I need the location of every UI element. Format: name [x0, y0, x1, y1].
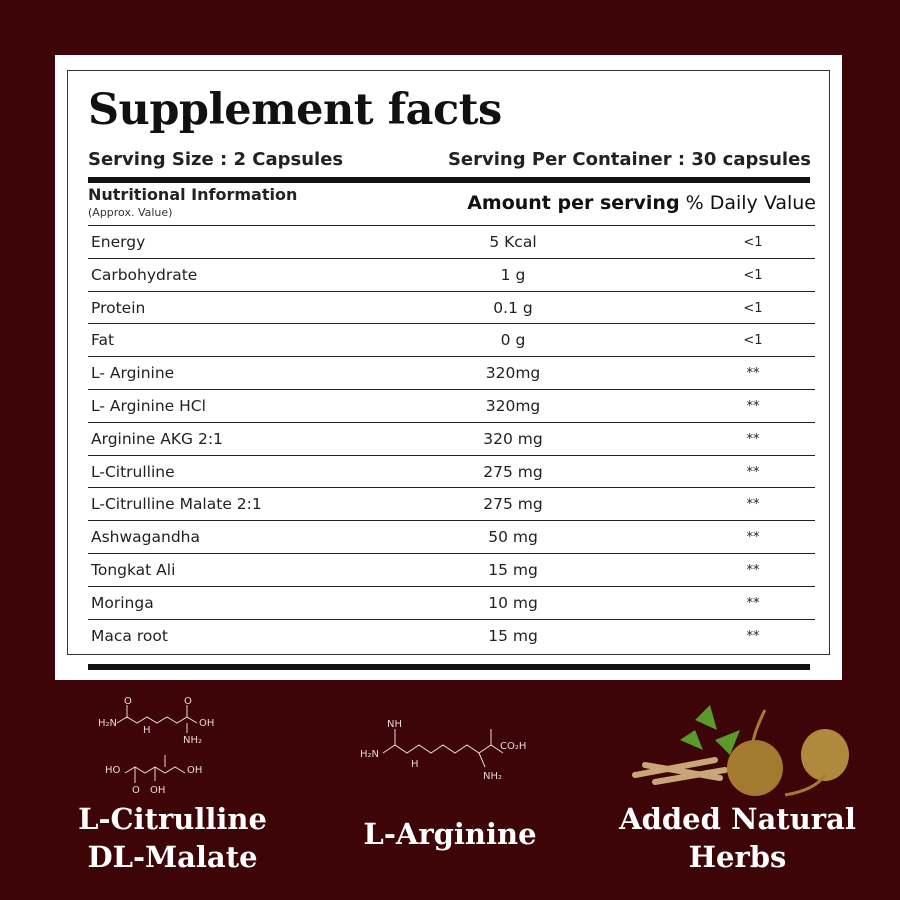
nutrient-dv: ** — [746, 595, 760, 611]
feature-citrulline-malate: L-Citrulline DL-Malate — [60, 800, 285, 876]
nutrient-dv: ** — [746, 562, 760, 578]
header-amount: Amount per serving — [467, 192, 680, 214]
molecule-label: O — [184, 696, 192, 707]
nutrient-table: Energy 5 Kcal <1 Carbohydrate 1 g <1 Protein… — [88, 225, 815, 652]
molecule-label: O — [124, 696, 132, 707]
nutrient-dv: <1 — [743, 235, 763, 250]
header-nutritional-info: Nutritional Information — [88, 185, 298, 204]
nutrient-amount: 320mg — [485, 364, 541, 383]
molecule-label: OH — [199, 718, 214, 729]
serving-per-container: Serving Per Container : 30 capsules — [447, 149, 811, 170]
page-title: Supplement facts — [88, 85, 502, 135]
nutrient-amount: 15 mg — [488, 560, 538, 579]
nutrient-dv: ** — [746, 464, 760, 480]
table-row: L- Arginine HCl 320mg ** — [88, 390, 815, 423]
supplement-facts-panel: Supplement facts Serving Size : 2 Capsul… — [55, 55, 842, 680]
arginine-structure-icon: H₂N NH H CO₂H NH₂ — [360, 719, 526, 782]
nutrient-amount: 320 mg — [483, 429, 543, 448]
nutrient-name: Carbohydrate — [91, 265, 198, 284]
citrulline-malate-structure-icon: O H₂N H O OH NH₂ HO OH O OH — [98, 696, 214, 795]
table-row: Fat 0 g <1 — [88, 324, 815, 358]
nutrient-name: Tongkat Ali — [91, 560, 176, 579]
nutrient-amount: 0.1 g — [493, 298, 533, 317]
molecule-label: H — [143, 725, 151, 736]
nutrient-amount: 15 mg — [488, 626, 538, 645]
nutrient-name: Protein — [91, 298, 146, 317]
table-row: L- Arginine 320mg ** — [88, 357, 815, 390]
molecule-label: HO — [105, 765, 121, 776]
nutrient-amount: 1 g — [500, 265, 526, 284]
divider-thick-top — [88, 177, 810, 183]
nutrient-dv: ** — [746, 628, 760, 644]
nutrient-amount: 320mg — [485, 396, 541, 415]
header-amount-dv: Amount per serving % Daily Value — [467, 192, 816, 214]
nutrient-amount: 5 Kcal — [489, 233, 537, 251]
molecule-label: O — [132, 785, 140, 795]
serving-size: Serving Size : 2 Capsules — [88, 149, 344, 170]
feature-label: Herbs — [688, 840, 787, 874]
header-approx-value: (Approx. Value) — [88, 206, 173, 219]
table-row: L-Citrulline 275 mg ** — [88, 456, 815, 489]
nutrient-name: Arginine AKG 2:1 — [91, 429, 223, 448]
nutrient-name: Maca root — [91, 626, 168, 645]
feature-natural-herbs: Added Natural Herbs — [600, 800, 875, 876]
nutrient-amount: 50 mg — [488, 528, 538, 547]
table-row: Maca root 15 mg ** — [88, 620, 815, 653]
molecule-label: NH₂ — [483, 771, 502, 782]
feature-label: L-Citrulline — [78, 802, 267, 836]
nutrient-name: Energy — [91, 233, 146, 251]
table-row: Tongkat Ali 15 mg ** — [88, 554, 815, 587]
molecule-label: OH — [150, 785, 165, 795]
panel-border — [67, 70, 830, 655]
table-row: Energy 5 Kcal <1 — [88, 226, 815, 259]
table-row: Arginine AKG 2:1 320 mg ** — [88, 423, 815, 456]
molecule-label: OH — [187, 765, 202, 776]
feature-label: Added Natural — [619, 802, 856, 836]
nutrient-dv: <1 — [743, 333, 763, 349]
molecule-label: NH₂ — [183, 735, 202, 746]
feature-label: DL-Malate — [87, 840, 258, 874]
table-row: Ashwagandha 50 mg ** — [88, 521, 815, 554]
nutrient-amount: 10 mg — [488, 593, 538, 612]
nutrient-dv: ** — [746, 497, 760, 513]
nutrient-dv: ** — [746, 530, 760, 546]
molecule-label: NH — [387, 719, 402, 730]
nutrient-amount: 275 mg — [483, 495, 543, 514]
molecule-label: CO₂H — [500, 741, 526, 752]
nutrient-name: L- Arginine HCl — [91, 396, 206, 415]
table-row: Moringa 10 mg ** — [88, 587, 815, 620]
table-row: Carbohydrate 1 g <1 — [88, 259, 815, 292]
herbs-roots-icon — [632, 705, 849, 797]
feature-arginine: L-Arginine — [363, 817, 537, 851]
nutrient-name: Ashwagandha — [91, 528, 200, 547]
nutrient-name: L-Citrulline — [91, 462, 175, 481]
nutrient-amount: 0 g — [500, 331, 526, 350]
nutrient-name: Fat — [91, 331, 115, 350]
nutrient-dv: ** — [746, 366, 760, 382]
nutrient-name: L- Arginine — [91, 364, 175, 383]
nutrient-amount: 275 mg — [483, 462, 543, 481]
nutrient-dv: <1 — [743, 300, 763, 316]
nutrient-dv: <1 — [743, 267, 763, 283]
header-dv: % Daily Value — [685, 192, 816, 214]
nutrient-name: L-Citrulline Malate 2:1 — [91, 495, 262, 514]
table-row: Protein 0.1 g <1 — [88, 292, 815, 325]
nutrient-dv: ** — [746, 431, 760, 447]
nutrient-dv: ** — [746, 398, 760, 414]
divider-thick-bottom — [88, 664, 810, 670]
molecule-label: H₂N — [98, 718, 117, 729]
molecule-label: H₂N — [360, 749, 379, 760]
molecule-label: H — [411, 759, 419, 770]
table-row: L-Citrulline Malate 2:1 275 mg ** — [88, 488, 815, 522]
nutrient-name: Moringa — [91, 593, 154, 612]
